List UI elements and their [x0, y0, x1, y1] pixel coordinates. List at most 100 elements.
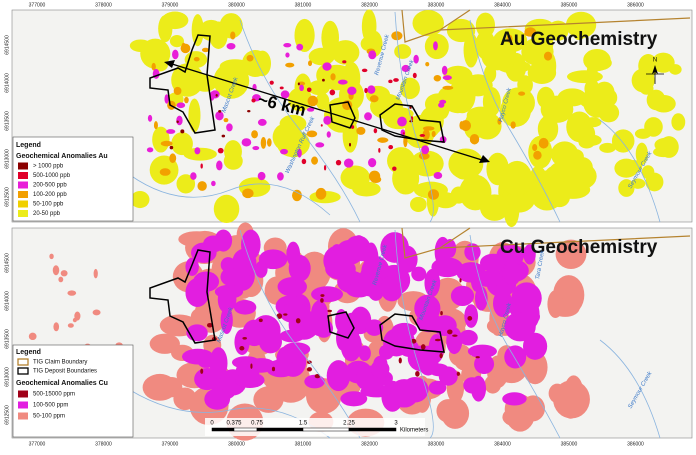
blob: [331, 40, 360, 65]
blob: [364, 87, 368, 94]
x-coord-label: 381000: [295, 2, 312, 8]
blob: [159, 168, 171, 176]
legend-swatch: [18, 191, 28, 198]
blob: [425, 61, 430, 67]
blob: [448, 78, 476, 114]
blob: [410, 196, 427, 213]
blob: [467, 344, 497, 358]
blob: [450, 285, 475, 306]
blob: [311, 156, 319, 165]
blob: [409, 106, 412, 109]
legend-swatch: [18, 162, 28, 170]
legend-label: 100-200 ppb: [33, 192, 67, 198]
scale-segment: [348, 427, 397, 432]
blob: [370, 360, 390, 378]
blob: [223, 117, 229, 123]
blob: [433, 74, 442, 82]
blob: [277, 277, 307, 297]
blob: [456, 262, 486, 283]
blob: [166, 129, 176, 134]
blob: [285, 62, 295, 68]
blob: [474, 354, 495, 375]
blob: [326, 131, 331, 138]
blob: [378, 147, 381, 153]
blob: [330, 73, 336, 81]
blob: [431, 130, 436, 138]
blob: [671, 113, 686, 131]
blob: [659, 136, 679, 158]
blob: [283, 313, 288, 316]
x-coord-label: 379000: [162, 2, 179, 8]
claim-line: [401, 227, 691, 259]
blob: [49, 253, 54, 260]
x-coord-label: 383000: [428, 2, 445, 8]
blob: [233, 300, 257, 315]
blob: [194, 147, 201, 155]
blob: [266, 138, 272, 147]
x-coord-label: 382000: [361, 441, 378, 447]
blob: [215, 93, 218, 97]
blob: [363, 242, 379, 274]
blob: [413, 54, 419, 64]
blob: [392, 162, 420, 195]
blob: [326, 360, 351, 392]
blob: [257, 171, 266, 181]
blob: [335, 308, 348, 333]
blob: [364, 112, 372, 121]
blob: [173, 86, 182, 96]
blob: [226, 123, 233, 132]
river: [239, 229, 361, 439]
blob: [532, 143, 538, 152]
blob: [254, 260, 268, 278]
blob: [482, 87, 501, 117]
scale-segment: [211, 427, 235, 432]
blob: [651, 52, 675, 73]
blob: [257, 118, 267, 126]
blob: [216, 160, 223, 171]
blob: [172, 49, 179, 60]
blob: [510, 121, 516, 129]
blob: [199, 19, 223, 41]
blob: [277, 172, 284, 181]
blob: [521, 299, 540, 329]
blob: [151, 62, 156, 71]
blob: [453, 161, 474, 180]
blob: [67, 290, 77, 296]
blob: [524, 30, 536, 37]
blob: [537, 86, 555, 109]
blob: [308, 80, 330, 96]
blob: [306, 130, 318, 138]
blob: [239, 346, 245, 351]
legend-label: 100-500 ppm: [33, 403, 68, 409]
legend-swatch: [17, 367, 29, 375]
blob: [584, 117, 602, 128]
blob: [258, 318, 263, 323]
blob: [368, 50, 377, 60]
blob: [315, 92, 330, 110]
blob: [415, 370, 420, 377]
y-coord-label: 6913000: [4, 149, 10, 169]
blob: [60, 270, 68, 277]
blob: [306, 107, 315, 112]
blob: [183, 147, 217, 161]
blob: [463, 377, 481, 394]
blob: [149, 333, 180, 354]
blob: [280, 148, 288, 155]
blob: [283, 42, 292, 48]
blob: [285, 52, 290, 58]
river: [239, 19, 361, 223]
blob: [315, 187, 327, 200]
panel-title: Au Geochemistry: [500, 29, 658, 50]
blob: [618, 179, 635, 197]
arrow-line: [171, 63, 483, 161]
river: [394, 229, 434, 439]
blob: [320, 294, 325, 297]
river: [394, 11, 434, 223]
blob: [578, 136, 595, 149]
arrow-head: [164, 60, 175, 68]
scale-label: 1.5: [299, 421, 308, 427]
blob: [246, 54, 254, 62]
blob: [522, 350, 548, 385]
blob: [570, 156, 593, 178]
blob: [412, 10, 444, 37]
